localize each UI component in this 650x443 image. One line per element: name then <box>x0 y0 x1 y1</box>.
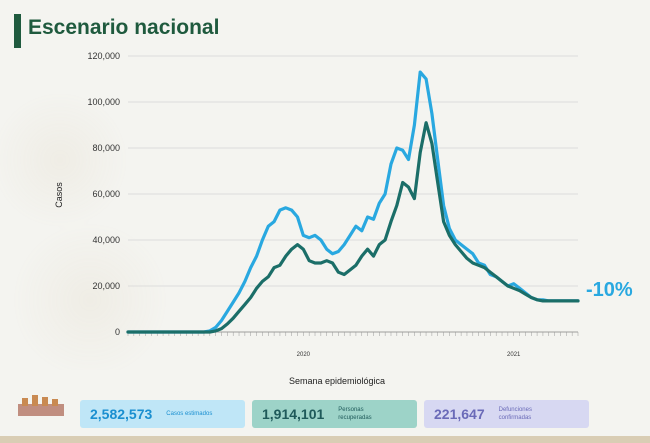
x-axis: 2020 2021 <box>127 331 579 358</box>
y-tick-label: 120,000 <box>87 51 120 61</box>
footer-strip <box>0 436 650 443</box>
cases-line-chart: 020,00040,00060,00080,000100,000120,000 … <box>54 51 633 386</box>
stat-deaths: 221,647 Defunciones confirmadas <box>424 400 589 428</box>
stat-value: 221,647 <box>434 406 485 422</box>
y-tick-label: 80,000 <box>92 143 120 153</box>
y-axis-label: Casos <box>54 182 64 208</box>
stat-value: 2,582,573 <box>90 406 153 422</box>
background-pattern <box>0 40 180 370</box>
y-tick-label: 60,000 <box>92 189 120 199</box>
stat-label: Personas recuperadas <box>338 407 372 421</box>
y-axis-ticks: 0 20,000 40,000 60,000 80,000 100,000 120,000 <box>87 51 120 337</box>
page-title: Escenario nacional <box>28 16 220 39</box>
series-line-confirmed <box>126 121 580 334</box>
stat-label: Casos estimados <box>166 411 213 417</box>
stat-value: 1,914,101 <box>262 406 325 422</box>
series-line-estimated <box>126 70 580 334</box>
stat-recovered: 1,914,101 Personas recuperadas <box>252 400 417 428</box>
change-annotation: -10% <box>586 279 633 301</box>
stat-label: Defunciones confirmadas <box>498 407 532 421</box>
y-tick-label: 20,000 <box>92 281 120 291</box>
x-axis-label: Semana epidemiológica <box>289 376 385 386</box>
x-tick-label: 2021 <box>507 352 521 358</box>
y-tick-label: 0 <box>115 327 120 337</box>
x-tick-label: 2020 <box>297 352 311 358</box>
series-lines <box>126 70 580 334</box>
y-tick-label: 100,000 <box>87 97 120 107</box>
stat-estimated-cases: 2,582,573 Casos estimados <box>80 400 245 428</box>
y-tick-label: 40,000 <box>92 235 120 245</box>
gridlines <box>128 55 578 333</box>
government-logo-icon <box>18 395 64 416</box>
title-accent-bar <box>14 14 21 48</box>
